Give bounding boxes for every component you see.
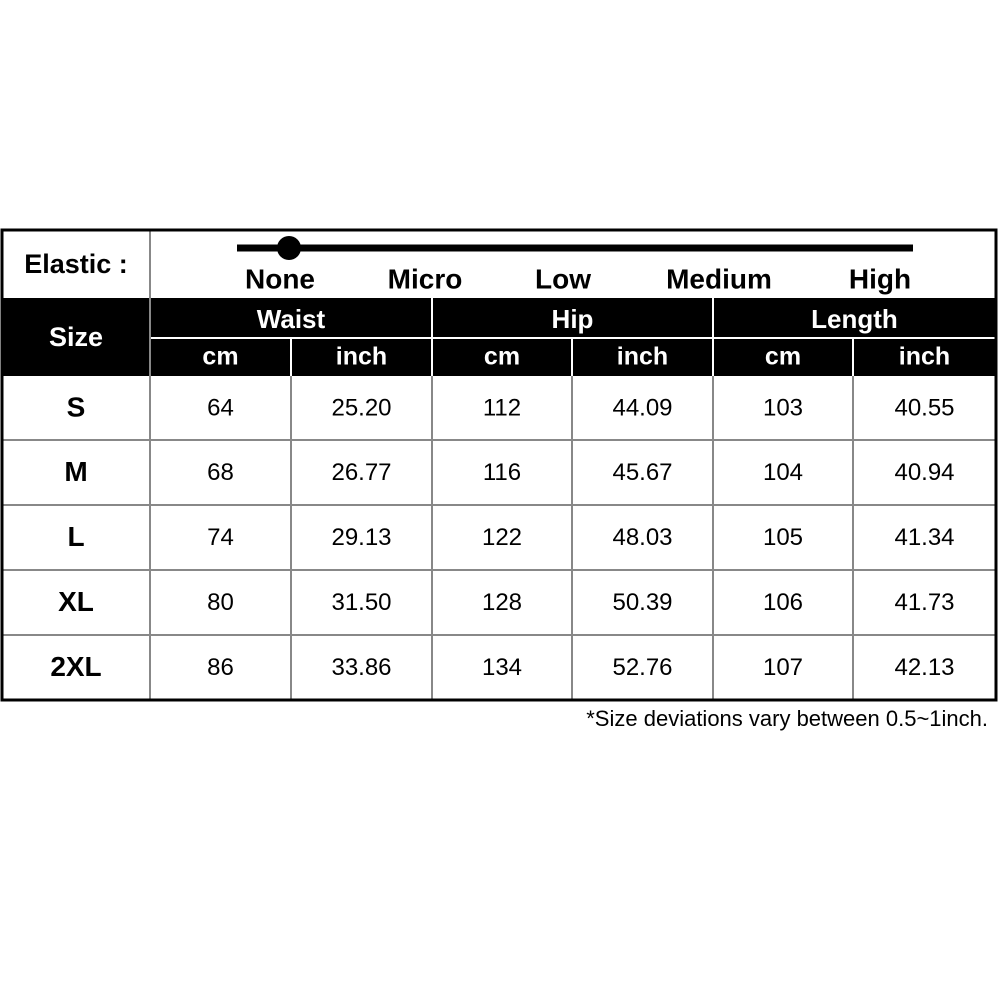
size-label: M <box>64 456 87 487</box>
cell-value: 41.73 <box>894 589 954 616</box>
cell-value: 29.13 <box>331 524 391 551</box>
size-header: Size <box>49 322 103 352</box>
cell-value: 103 <box>763 394 803 421</box>
cell-value: 106 <box>763 589 803 616</box>
elastic-level: Micro <box>388 263 463 294</box>
unit-header: cm <box>484 343 520 371</box>
cell-value: 116 <box>483 459 521 486</box>
elastic-level: Medium <box>666 263 772 294</box>
cell-value: 104 <box>763 459 803 486</box>
elastic-level: High <box>849 263 911 294</box>
size-label: XL <box>58 586 94 617</box>
cell-value: 40.94 <box>894 459 954 486</box>
cell-value: 41.34 <box>894 524 954 551</box>
size-label: L <box>67 521 84 552</box>
unit-header: cm <box>202 343 238 371</box>
cell-value: 68 <box>207 459 234 486</box>
cell-value: 48.03 <box>612 524 672 551</box>
cell-value: 122 <box>482 524 522 551</box>
cell-value: 25.20 <box>331 394 391 421</box>
cell-value: 107 <box>763 654 803 681</box>
cell-value: 80 <box>207 589 234 616</box>
cell-value: 74 <box>207 524 234 551</box>
elastic-label: Elastic : <box>24 249 128 279</box>
group-header: Waist <box>257 304 326 334</box>
cell-value: 40.55 <box>894 394 954 421</box>
group-header: Length <box>811 304 898 334</box>
cell-value: 26.77 <box>331 459 391 486</box>
cell-value: 33.86 <box>331 654 391 681</box>
footnote: *Size deviations vary between 0.5~1inch. <box>586 706 988 731</box>
unit-header: inch <box>617 343 668 371</box>
size-label: S <box>67 391 86 422</box>
cell-value: 134 <box>482 654 522 681</box>
cell-value: 112 <box>483 394 521 421</box>
table-border <box>0 228 998 702</box>
cell-value: 31.50 <box>331 589 391 616</box>
cell-value: 128 <box>482 589 522 616</box>
cell-value: 42.13 <box>894 654 954 681</box>
unit-header: inch <box>899 343 950 371</box>
unit-header: cm <box>765 343 801 371</box>
elastic-level: None <box>245 263 315 294</box>
elastic-slider-knob <box>277 236 301 260</box>
group-header: Hip <box>552 304 594 334</box>
elastic-level: Low <box>535 263 591 294</box>
cell-value: 105 <box>763 524 803 551</box>
cell-value: 52.76 <box>612 654 672 681</box>
unit-header: inch <box>336 343 387 371</box>
cell-value: 50.39 <box>612 589 672 616</box>
size-label: 2XL <box>50 651 101 682</box>
cell-value: 86 <box>207 654 234 681</box>
cell-value: 64 <box>207 394 234 421</box>
cell-value: 45.67 <box>612 459 672 486</box>
cell-value: 44.09 <box>612 394 672 421</box>
